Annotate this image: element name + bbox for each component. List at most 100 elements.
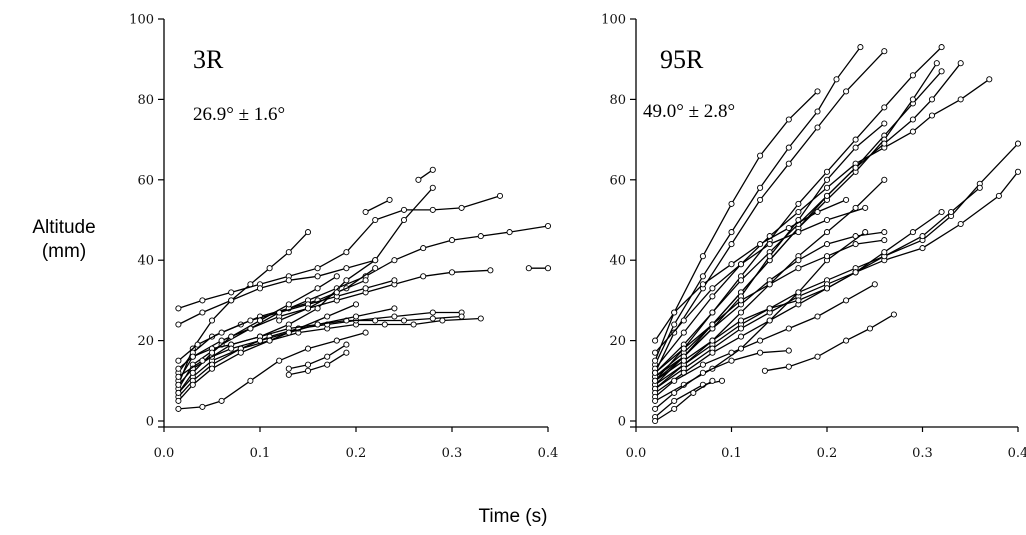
x-tick-label: 0.0 (154, 446, 175, 461)
panel-95r: 0 20 40 60 80 100 0.0 0.1 0.2 0.3 0.4 95R 49.0° ± 2.… (601, 13, 1026, 462)
data-point (175, 357, 182, 364)
data-point (208, 317, 216, 324)
data-point (386, 196, 393, 203)
data-point (671, 321, 678, 328)
data-point (785, 363, 792, 370)
data-point (218, 397, 225, 404)
data-point (652, 357, 659, 364)
data-point (175, 365, 182, 372)
data-point (314, 273, 321, 280)
data-point (400, 317, 408, 324)
y-tick-label: 60 (137, 173, 154, 188)
series-line-18 (365, 199, 390, 213)
data-point (852, 144, 859, 151)
data-point (228, 345, 235, 352)
data-point (652, 397, 659, 404)
data-point (761, 367, 768, 374)
data-point (862, 229, 869, 236)
data-point (352, 313, 360, 320)
data-point (785, 116, 792, 123)
data-point (919, 233, 926, 240)
data-point (333, 273, 340, 280)
data-point (189, 353, 196, 360)
data-point (256, 337, 264, 344)
data-point (256, 317, 264, 324)
data-point (314, 305, 321, 312)
data-point (429, 309, 436, 316)
data-point (429, 206, 436, 213)
data-point (785, 160, 792, 167)
data-point (228, 297, 235, 304)
data-point (728, 200, 735, 207)
data-point (391, 277, 398, 284)
x-tick-label: 0.0 (626, 446, 647, 461)
data-point (324, 353, 331, 360)
data-point (986, 76, 993, 83)
data-point (881, 229, 888, 236)
data-point (814, 124, 821, 131)
data-point (737, 325, 745, 332)
data-point (487, 267, 494, 274)
series-line-15 (288, 344, 347, 370)
data-point (544, 265, 552, 272)
data-point (881, 237, 888, 244)
data-point (285, 301, 292, 308)
data-point (766, 281, 773, 288)
data-point (175, 373, 182, 380)
data-point (199, 403, 206, 410)
y-tick-label: 80 (137, 93, 154, 108)
data-point (728, 241, 735, 248)
data-point (362, 285, 369, 292)
data-point (228, 333, 235, 340)
data-point (304, 305, 312, 312)
series-line-24 (654, 380, 713, 422)
data-point (652, 405, 659, 412)
series-line-19 (654, 207, 866, 354)
data-point (933, 60, 940, 67)
data-point (199, 309, 206, 316)
data-point (175, 305, 182, 312)
data-point (391, 305, 398, 312)
data-point (372, 317, 379, 324)
series-line-6 (654, 78, 990, 370)
data-point (737, 333, 745, 340)
data-point (199, 357, 206, 364)
data-point (718, 377, 726, 384)
data-point (247, 377, 254, 384)
data-point (757, 349, 764, 356)
panel-title: 3R (193, 45, 224, 74)
data-point (757, 152, 764, 159)
data-point (175, 321, 182, 328)
panel-annotation: 26.9° ± 1.6° (193, 104, 285, 125)
data-point (372, 216, 379, 224)
data-point (314, 321, 321, 328)
data-point (823, 184, 831, 191)
data-point (881, 249, 888, 256)
y-tick-label: 80 (609, 93, 626, 108)
data-point (208, 365, 216, 372)
data-point (228, 289, 235, 296)
data-point (909, 116, 916, 123)
data-point (852, 241, 859, 248)
data-point (218, 337, 225, 344)
data-point (823, 229, 831, 236)
data-point (766, 241, 773, 248)
x-tick-label: 0.1 (250, 446, 271, 461)
data-point (285, 249, 292, 256)
data-point (995, 192, 1002, 199)
data-point (680, 317, 687, 324)
data-point (544, 222, 552, 230)
data-point (919, 245, 926, 252)
data-point (938, 208, 945, 216)
data-point (938, 44, 945, 51)
data-point (477, 315, 484, 322)
data-point (448, 237, 456, 244)
data-point (823, 176, 831, 183)
data-point (795, 297, 802, 304)
data-point (862, 204, 869, 211)
series-line-16 (278, 279, 366, 322)
series-line-4 (178, 187, 434, 326)
data-point (881, 140, 888, 147)
data-point (757, 337, 764, 344)
data-point (709, 285, 716, 292)
